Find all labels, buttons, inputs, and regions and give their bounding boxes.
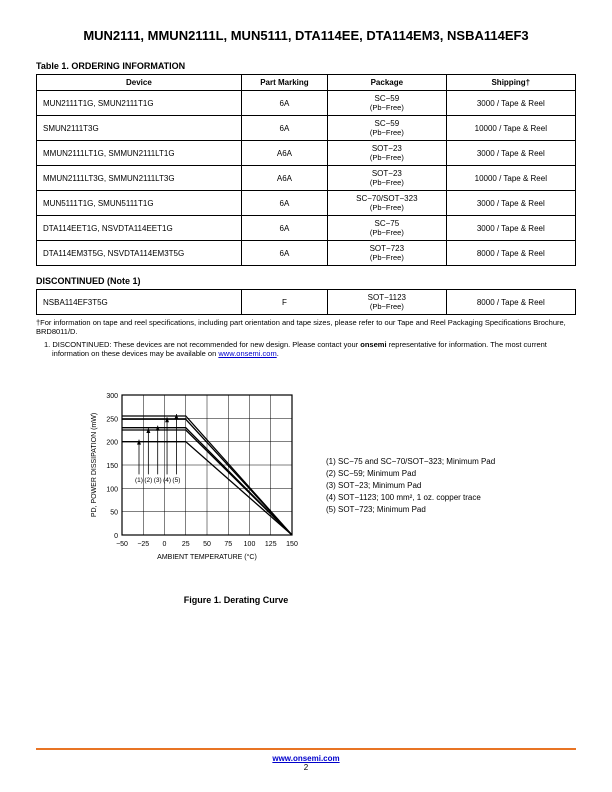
cell-shipping: 10000 / Tape & Reel (446, 166, 575, 191)
cell-device: MUN2111T1G, SMUN2111T1G (37, 91, 242, 116)
cell-shipping: 3000 / Tape & Reel (446, 191, 575, 216)
table-row: MUN2111T1G, SMUN2111T1G6ASC−59(Pb−Free)3… (37, 91, 576, 116)
table-row: MUN5111T1G, SMUN5111T1G6ASC−70/SOT−323(P… (37, 191, 576, 216)
svg-text:PD, POWER DISSIPATION (mW): PD, POWER DISSIPATION (mW) (91, 412, 98, 516)
svg-text:50: 50 (110, 509, 118, 516)
svg-text:100: 100 (244, 541, 256, 548)
table-row: SMUN2111T3G6ASC−59(Pb−Free)10000 / Tape … (37, 116, 576, 141)
svg-text:0: 0 (163, 541, 167, 548)
disc-package: SOT−1123 (Pb−Free) (328, 290, 447, 315)
chart-legend: (1) SC−75 and SC−70/SOT−323; Minimum Pad… (326, 456, 495, 516)
cell-shipping: 3000 / Tape & Reel (446, 141, 575, 166)
svg-text:150: 150 (106, 463, 118, 470)
svg-text:250: 250 (106, 416, 118, 423)
cell-marking: 6A (241, 91, 327, 116)
cell-package: SOT−23(Pb−Free) (328, 166, 447, 191)
col-package: Package (328, 75, 447, 91)
cell-shipping: 8000 / Tape & Reel (446, 241, 575, 266)
svg-text:150: 150 (286, 541, 298, 548)
cell-shipping: 10000 / Tape & Reel (446, 116, 575, 141)
cell-marking: 6A (241, 241, 327, 266)
page-number: 2 (304, 763, 308, 772)
table-header-row: Device Part Marking Package Shipping† (37, 75, 576, 91)
cell-device: SMUN2111T3G (37, 116, 242, 141)
svg-text:(1): (1) (135, 477, 143, 484)
onsemi-link[interactable]: www.onsemi.com (218, 349, 276, 358)
cell-device: DTA114EET1G, NSVDTA114EET1G (37, 216, 242, 241)
table-row: NSBA114EF3T5G F SOT−1123 (Pb−Free) 8000 … (37, 290, 576, 315)
cell-package: SC−75(Pb−Free) (328, 216, 447, 241)
ordering-table: Device Part Marking Package Shipping† MU… (36, 74, 576, 266)
svg-text:(2): (2) (144, 477, 152, 484)
cell-package: SC−59(Pb−Free) (328, 91, 447, 116)
svg-text:25: 25 (182, 541, 190, 548)
svg-text:(3): (3) (154, 477, 162, 484)
cell-package: SOT−723(Pb−Free) (328, 241, 447, 266)
svg-text:300: 300 (106, 393, 118, 400)
col-device: Device (37, 75, 242, 91)
footer-rule (36, 748, 576, 750)
svg-text:−50: −50 (116, 541, 128, 548)
cell-device: MUN5111T1G, SMUN5111T1G (37, 191, 242, 216)
col-shipping: Shipping† (446, 75, 575, 91)
svg-text:AMBIENT TEMPERATURE (°C): AMBIENT TEMPERATURE (°C) (157, 553, 257, 561)
cell-shipping: 3000 / Tape & Reel (446, 91, 575, 116)
svg-text:125: 125 (265, 541, 277, 548)
table-row: MMUN2111LT3G, SMMUN2111LT3GA6ASOT−23(Pb−… (37, 166, 576, 191)
table-row: DTA114EM3T5G, NSVDTA114EM3T5G6ASOT−723(P… (37, 241, 576, 266)
page-footer: www.onsemi.com 2 (0, 748, 612, 772)
page-title: MUN2111, MMUN2111L, MUN5111, DTA114EE, D… (36, 28, 576, 43)
svg-text:50: 50 (203, 541, 211, 548)
table-row: MMUN2111LT1G, SMMUN2111LT1GA6ASOT−23(Pb−… (37, 141, 576, 166)
cell-marking: 6A (241, 191, 327, 216)
svg-text:200: 200 (106, 439, 118, 446)
derating-chart: −50 −25 0 25 50 75 100 125 150 0 50 100 150 200 250 300… (86, 385, 306, 587)
cell-package: SC−70/SOT−323(Pb−Free) (328, 191, 447, 216)
legend-item: (1) SC−75 and SC−70/SOT−323; Minimum Pad (326, 456, 495, 468)
svg-text:75: 75 (224, 541, 232, 548)
svg-text:(4): (4) (163, 477, 171, 484)
legend-item: (5) SOT−723; Minimum Pad (326, 504, 495, 516)
disc-marking: F (241, 290, 327, 315)
footnote-dagger: †For information on tape and reel specif… (36, 318, 576, 337)
table1-title: Table 1. ORDERING INFORMATION (36, 61, 576, 71)
svg-text:−25: −25 (137, 541, 149, 548)
col-marking: Part Marking (241, 75, 327, 91)
figure-caption: Figure 1. Derating Curve (0, 595, 576, 605)
cell-marking: 6A (241, 216, 327, 241)
footer-link[interactable]: www.onsemi.com (272, 754, 339, 763)
legend-item: (3) SOT−23; Minimum Pad (326, 480, 495, 492)
disc-device: NSBA114EF3T5G (37, 290, 242, 315)
svg-text:0: 0 (114, 533, 118, 540)
cell-device: MMUN2111LT1G, SMMUN2111LT1G (37, 141, 242, 166)
cell-shipping: 3000 / Tape & Reel (446, 216, 575, 241)
cell-package: SOT−23(Pb−Free) (328, 141, 447, 166)
footnote-note1: 1. DISCONTINUED: These devices are not r… (36, 340, 576, 359)
cell-marking: A6A (241, 141, 327, 166)
legend-item: (4) SOT−1123; 100 mm², 1 oz. copper trac… (326, 492, 495, 504)
cell-marking: 6A (241, 116, 327, 141)
table-row: DTA114EET1G, NSVDTA114EET1G6ASC−75(Pb−Fr… (37, 216, 576, 241)
discontinued-title: DISCONTINUED (Note 1) (36, 276, 576, 286)
svg-text:(5): (5) (172, 477, 180, 484)
discontinued-table: NSBA114EF3T5G F SOT−1123 (Pb−Free) 8000 … (36, 289, 576, 315)
cell-package: SC−59(Pb−Free) (328, 116, 447, 141)
legend-item: (2) SC−59; Minimum Pad (326, 468, 495, 480)
disc-shipping: 8000 / Tape & Reel (446, 290, 575, 315)
cell-device: DTA114EM3T5G, NSVDTA114EM3T5G (37, 241, 242, 266)
cell-device: MMUN2111LT3G, SMMUN2111LT3G (37, 166, 242, 191)
cell-marking: A6A (241, 166, 327, 191)
svg-text:100: 100 (106, 486, 118, 493)
